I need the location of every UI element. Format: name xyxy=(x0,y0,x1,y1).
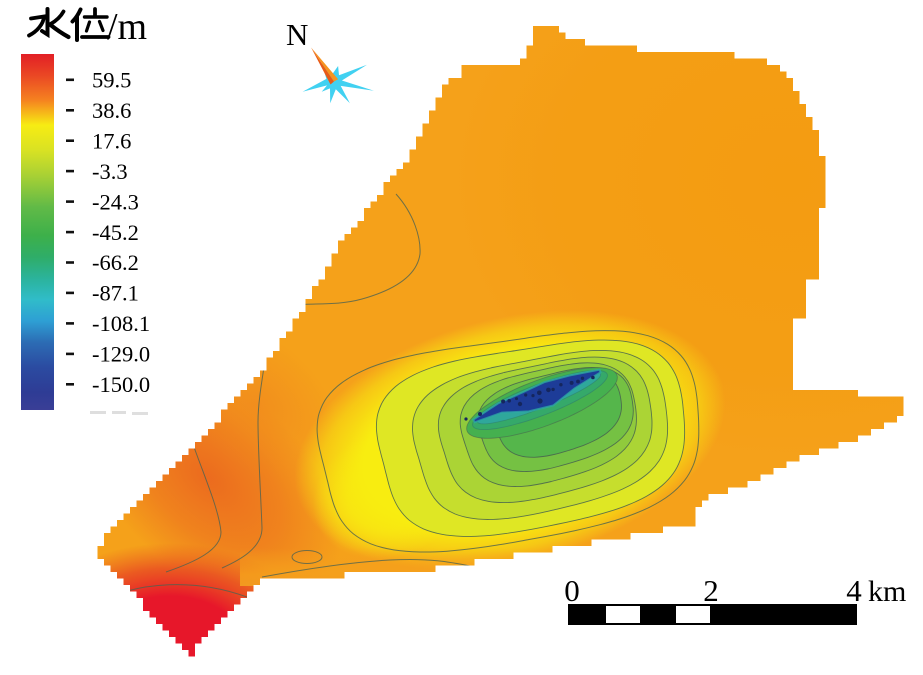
svg-text:-3.3: -3.3 xyxy=(92,159,128,184)
svg-text:/m: /m xyxy=(107,6,147,48)
svg-text:2: 2 xyxy=(703,573,719,608)
svg-text:-45.2: -45.2 xyxy=(92,220,139,245)
svg-text:-150.0: -150.0 xyxy=(92,372,150,397)
svg-text:17.6: 17.6 xyxy=(92,128,131,153)
svg-text:4: 4 xyxy=(846,573,862,608)
svg-text:-129.0: -129.0 xyxy=(92,342,150,367)
svg-text:59.5: 59.5 xyxy=(92,68,131,93)
svg-text:-66.2: -66.2 xyxy=(92,250,139,275)
svg-text:-24.3: -24.3 xyxy=(92,189,139,214)
svg-text:-87.1: -87.1 xyxy=(92,281,139,306)
svg-text:0: 0 xyxy=(564,573,580,608)
svg-text:38.6: 38.6 xyxy=(92,98,131,123)
svg-text:-108.1: -108.1 xyxy=(92,311,150,336)
svg-text:N: N xyxy=(286,17,308,52)
svg-text:km: km xyxy=(868,575,906,608)
